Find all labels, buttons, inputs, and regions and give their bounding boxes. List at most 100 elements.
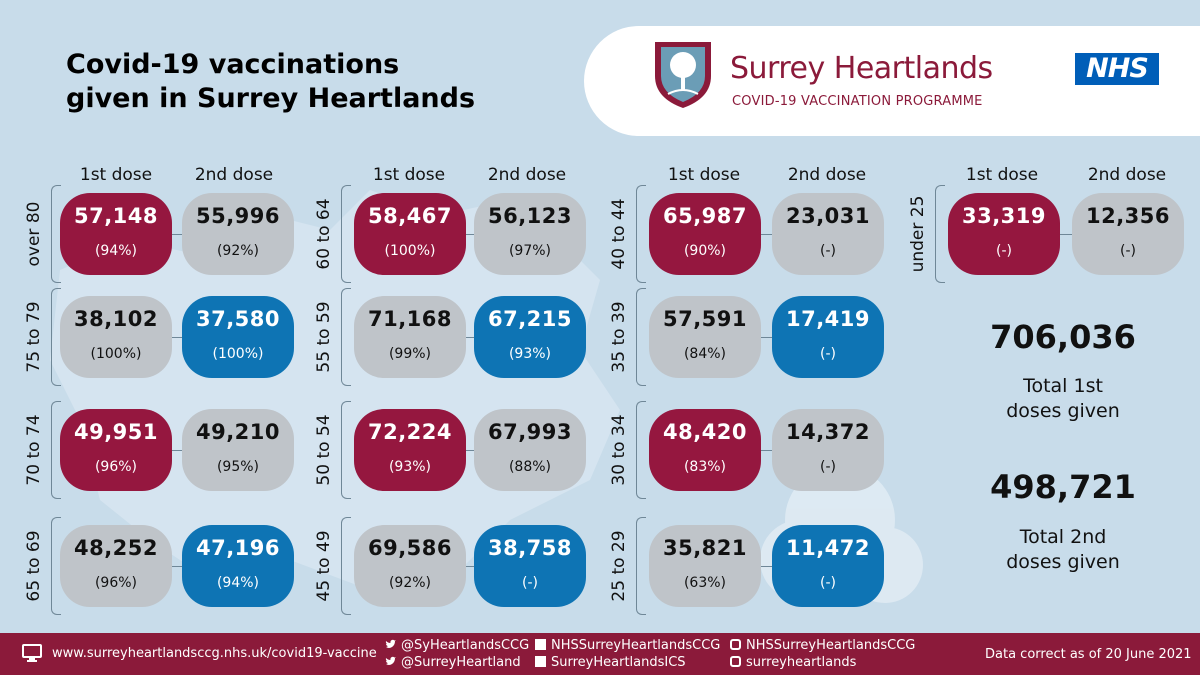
brand-subtitle: COVID-19 VACCINATION PROGRAMME — [732, 94, 983, 109]
second-dose-count: 55,996 — [195, 204, 281, 228]
first-dose-pill: 71,168 (99%) — [354, 296, 466, 378]
first-dose-percent: (100%) — [384, 243, 436, 259]
brand-name: Surrey Heartlands — [730, 51, 993, 86]
first-dose-count: 57,148 — [73, 204, 159, 228]
total-second-doses-label: Total 2nd doses given — [983, 525, 1143, 575]
dose-header-2nd-col3: 2nd dose — [787, 165, 867, 185]
second-dose-count: 37,580 — [195, 307, 281, 331]
first-dose-percent: (99%) — [388, 346, 432, 362]
first-dose-pill: 72,224 (93%) — [354, 409, 466, 491]
second-dose-percent: (-) — [820, 243, 836, 259]
dose-connector — [760, 234, 774, 235]
group-bracket — [341, 288, 351, 386]
first-dose-pill: 35,821 (63%) — [649, 525, 761, 607]
facebook-icon — [535, 639, 546, 650]
age-label: 50 to 54 — [314, 414, 334, 486]
footer-bar: www.surreyheartlandsccg.nhs.uk/covid19-v… — [0, 633, 1200, 675]
first-dose-count: 33,319 — [961, 204, 1047, 228]
first-dose-count: 49,951 — [73, 420, 159, 444]
dose-header-1st-col4: 1st dose — [965, 165, 1039, 185]
dose-connector — [760, 566, 774, 567]
age-label: 25 to 29 — [609, 530, 629, 602]
title-line-1: Covid-19 vaccinations — [66, 49, 400, 80]
second-dose-percent: (97%) — [508, 243, 552, 259]
dose-connector — [172, 566, 182, 567]
group-bracket — [935, 185, 945, 283]
first-dose-percent: (-) — [996, 243, 1012, 259]
second-dose-pill: 37,580 (100%) — [182, 296, 294, 378]
twitter-icon — [385, 639, 396, 650]
dose-header-1st-col2: 1st dose — [372, 165, 446, 185]
first-dose-percent: (96%) — [94, 575, 138, 591]
first-dose-percent: (83%) — [683, 459, 727, 475]
first-dose-count: 38,102 — [73, 307, 159, 331]
age-label: 30 to 34 — [609, 414, 629, 486]
second-dose-count: 11,472 — [785, 536, 871, 560]
group-bracket — [51, 288, 61, 386]
first-dose-percent: (63%) — [683, 575, 727, 591]
group-bracket — [51, 185, 61, 283]
second-dose-percent: (-) — [820, 346, 836, 362]
first-dose-pill: 65,987 (90%) — [649, 193, 761, 275]
dose-header-2nd-col4: 2nd dose — [1087, 165, 1167, 185]
group-bracket — [636, 185, 646, 283]
instagram-handle-1: NHSSurreyHeartlandsCCG — [746, 638, 916, 653]
facebook-link-ccg[interactable]: NHSSurreyHeartlandsCCG — [535, 638, 720, 653]
logo-panel: Surrey Heartlands COVID-19 VACCINATION P… — [584, 26, 1200, 136]
second-dose-count: 23,031 — [785, 204, 871, 228]
first-dose-percent: (93%) — [388, 459, 432, 475]
facebook-icon — [535, 656, 546, 667]
second-dose-pill: 67,215 (93%) — [474, 296, 586, 378]
dose-connector — [172, 337, 182, 338]
group-bracket — [341, 185, 351, 283]
instagram-handle-2: surreyheartlands — [746, 655, 857, 670]
dose-header-1st-col3: 1st dose — [667, 165, 741, 185]
age-label: 70 to 74 — [24, 414, 44, 486]
data-correct-note: Data correct as of 20 June 2021 — [985, 647, 1192, 662]
second-dose-percent: (-) — [820, 459, 836, 475]
twitter-link-ccg[interactable]: @SyHeartlandsCCG — [385, 638, 529, 653]
dose-connector — [464, 450, 474, 451]
facebook-handle-1: NHSSurreyHeartlandsCCG — [551, 638, 721, 653]
second-dose-count: 47,196 — [195, 536, 281, 560]
facebook-handle-2: SurreyHeartlandsICS — [551, 655, 686, 670]
group-bracket — [51, 401, 61, 499]
second-dose-count: 67,993 — [487, 420, 573, 444]
total-first-doses-label: Total 1st doses given — [983, 374, 1143, 424]
second-dose-pill: 12,356 (-) — [1072, 193, 1184, 275]
twitter-link-heartland[interactable]: @SurreyHeartland — [385, 655, 521, 670]
second-dose-pill: 47,196 (94%) — [182, 525, 294, 607]
twitter-handle-1: @SyHeartlandsCCG — [401, 638, 530, 653]
second-dose-pill: 23,031 (-) — [772, 193, 884, 275]
first-dose-count: 35,821 — [662, 536, 748, 560]
instagram-link-heartlands[interactable]: surreyheartlands — [730, 655, 856, 670]
second-dose-percent: (-) — [522, 575, 538, 591]
instagram-link-ccg[interactable]: NHSSurreyHeartlandsCCG — [730, 638, 915, 653]
first-dose-pill: 48,420 (83%) — [649, 409, 761, 491]
second-dose-count: 12,356 — [1085, 204, 1171, 228]
twitter-icon — [385, 656, 396, 667]
group-bracket — [51, 517, 61, 615]
second-dose-pill: 55,996 (92%) — [182, 193, 294, 275]
nhs-logo: NHS — [1075, 53, 1159, 85]
first-dose-percent: (94%) — [94, 243, 138, 259]
website-link[interactable]: www.surreyheartlandsccg.nhs.uk/covid19-v… — [52, 646, 377, 661]
first-dose-pill: 69,586 (92%) — [354, 525, 466, 607]
first-dose-pill: 48,252 (96%) — [60, 525, 172, 607]
dose-connector — [760, 337, 774, 338]
dose-connector — [172, 450, 182, 451]
age-label: 60 to 64 — [314, 198, 334, 270]
second-dose-count: 17,419 — [785, 307, 871, 331]
second-dose-pill: 14,372 (-) — [772, 409, 884, 491]
first-dose-percent: (84%) — [683, 346, 727, 362]
total-first-doses-value: 706,036 — [990, 318, 1136, 356]
monitor-icon — [22, 644, 42, 662]
facebook-link-ics[interactable]: SurreyHeartlandsICS — [535, 655, 686, 670]
first-dose-percent: (96%) — [94, 459, 138, 475]
first-dose-pill: 38,102 (100%) — [60, 296, 172, 378]
surrey-heartlands-shield-icon — [655, 42, 711, 108]
second-dose-percent: (-) — [820, 575, 836, 591]
second-dose-pill: 11,472 (-) — [772, 525, 884, 607]
second-dose-pill: 38,758 (-) — [474, 525, 586, 607]
first-dose-percent: (90%) — [683, 243, 727, 259]
